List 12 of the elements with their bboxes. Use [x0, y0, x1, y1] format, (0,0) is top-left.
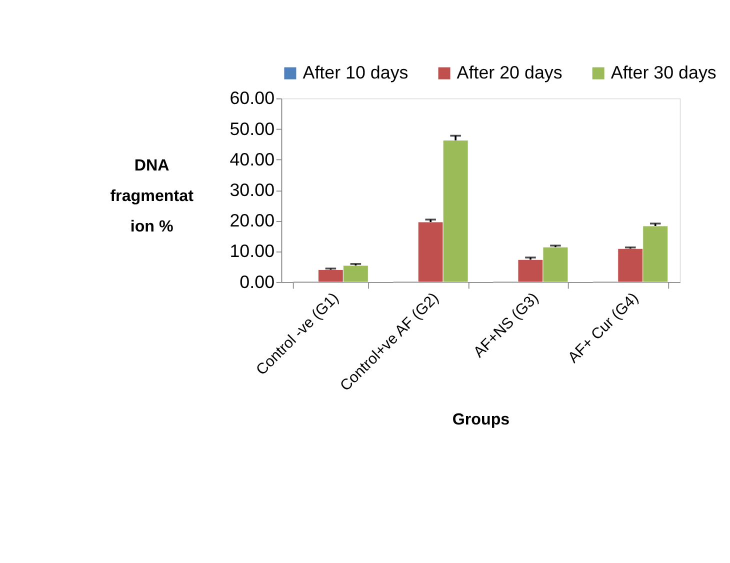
- y-tick-label: 50.00: [230, 118, 275, 139]
- y-tick-label: 60.00: [230, 88, 275, 108]
- y-tick-label: 0.00: [240, 272, 275, 292]
- y-tick-label: 20.00: [230, 210, 275, 231]
- legend-label: After 30 days: [610, 62, 716, 83]
- legend-label: After 10 days: [302, 62, 408, 83]
- y-tick-label: 30.00: [230, 180, 275, 200]
- x-axis-title: Groups: [452, 410, 510, 429]
- y-tick-label: 10.00: [230, 241, 275, 262]
- legend-label: After 20 days: [456, 62, 562, 83]
- y-tick-label: 40.00: [230, 149, 275, 170]
- y-axis-title: DNA fragmentation %: [110, 156, 194, 236]
